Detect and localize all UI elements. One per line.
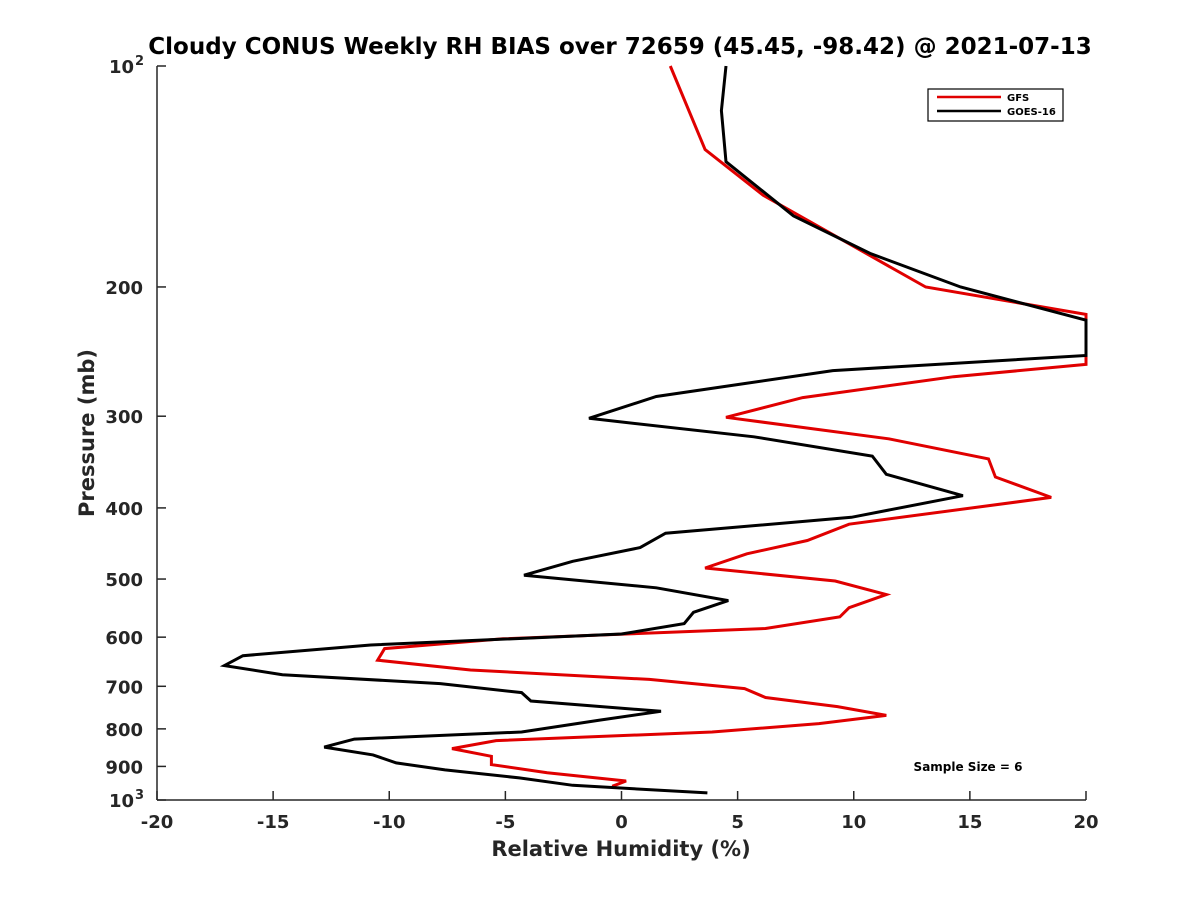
x-tick-label: 15 bbox=[957, 812, 982, 833]
y-tick-label: 500 bbox=[105, 570, 143, 591]
y-tick-label: 900 bbox=[105, 757, 143, 778]
series-line-goes-16 bbox=[219, 65, 1088, 795]
x-tick-label: 5 bbox=[731, 812, 744, 833]
x-tick-label: -10 bbox=[373, 812, 406, 833]
x-axis-ticks: -20 -15 -10 -5 0 5 10 15 20 bbox=[141, 791, 1099, 833]
y-tick-label: 300 bbox=[105, 407, 143, 428]
x-tick-label: 10 bbox=[841, 812, 866, 833]
legend: GFS GOES-16 bbox=[927, 88, 1064, 122]
y-tick-exponent: 2 bbox=[135, 54, 144, 69]
x-tick-label: -20 bbox=[141, 812, 174, 833]
plot-area bbox=[157, 66, 1086, 800]
y-tick-label: 400 bbox=[105, 499, 143, 520]
x-tick-label: -5 bbox=[495, 812, 515, 833]
y-axis-label: Pressure (mb) bbox=[75, 349, 99, 517]
series-line-gfs bbox=[375, 65, 1088, 788]
chart-title: Cloudy CONUS Weekly RH BIAS over 72659 (… bbox=[148, 34, 1091, 60]
legend-box bbox=[927, 88, 1064, 122]
sample-size-annotation: Sample Size = 6 bbox=[914, 760, 1023, 774]
x-tick-label: -15 bbox=[257, 812, 290, 833]
y-tick-label: 200 bbox=[105, 278, 143, 299]
y-tick-label: 10 bbox=[109, 57, 134, 78]
y-tick-label: 800 bbox=[105, 720, 143, 741]
x-tick-label: 20 bbox=[1073, 812, 1098, 833]
x-tick-label: 0 bbox=[615, 812, 628, 833]
y-tick-exponent: 3 bbox=[135, 788, 144, 803]
x-axis-label: Relative Humidity (%) bbox=[491, 837, 750, 861]
y-tick-label: 600 bbox=[105, 628, 143, 649]
legend-label-gfs: GFS bbox=[1007, 93, 1029, 104]
legend-label-goes-16: GOES-16 bbox=[1007, 107, 1056, 118]
series-layer bbox=[219, 65, 1088, 795]
y-tick-label: 700 bbox=[105, 677, 143, 698]
y-tick-label: 10 bbox=[109, 791, 134, 812]
